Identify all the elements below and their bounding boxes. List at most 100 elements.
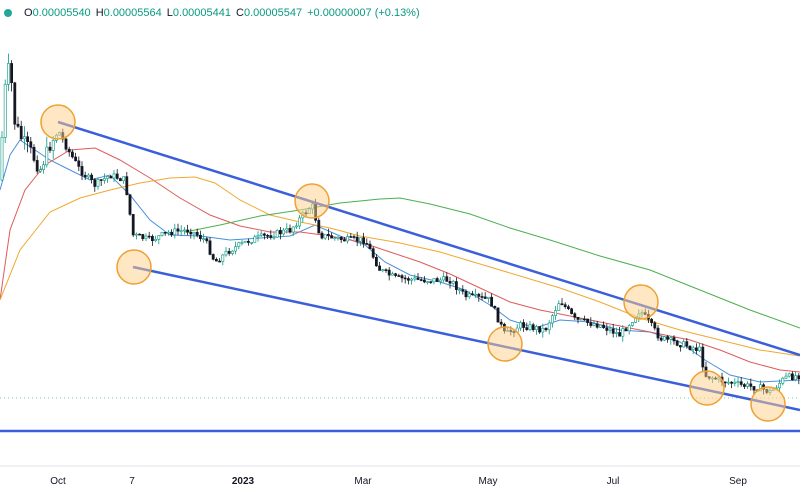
candle (653, 321, 657, 331)
candle (778, 379, 782, 391)
candle (179, 225, 183, 237)
x-tick-label: Sep (729, 476, 747, 487)
candle (694, 343, 698, 355)
candle (470, 290, 474, 296)
market-status-dot (4, 9, 12, 17)
candle (19, 120, 23, 141)
candle (339, 236, 343, 244)
candle (563, 302, 567, 309)
candle (67, 146, 71, 157)
candle (659, 336, 663, 342)
candle (298, 214, 302, 230)
candle (621, 325, 625, 342)
touch-highlight-circle (487, 326, 523, 362)
candle (35, 155, 39, 174)
touch-highlight-circle (623, 284, 659, 320)
candle (784, 372, 788, 379)
lower-trendline[interactable] (132, 265, 800, 412)
candle (410, 277, 414, 285)
candle (106, 175, 110, 183)
candle (278, 227, 282, 240)
candle (272, 232, 276, 240)
candle (266, 234, 270, 240)
candle (429, 281, 433, 285)
candle (125, 171, 129, 196)
x-tick-label: Oct (50, 476, 66, 487)
candle (154, 235, 158, 243)
candle (10, 60, 14, 92)
candle (231, 250, 234, 256)
candle (109, 174, 113, 179)
candle (333, 236, 337, 241)
candle (576, 316, 580, 324)
candle (138, 233, 142, 236)
candle (592, 320, 596, 327)
candle (16, 116, 20, 129)
candle (630, 321, 634, 327)
candle (650, 318, 654, 327)
candle (438, 277, 442, 285)
candle (624, 327, 628, 332)
candle (3, 79, 7, 144)
candle (259, 230, 263, 237)
candle (381, 269, 385, 273)
candle (352, 234, 356, 240)
candle (570, 307, 574, 315)
candle (541, 323, 545, 338)
candle (611, 323, 615, 338)
candle (730, 381, 734, 389)
candle (202, 233, 206, 243)
touch-highlights (40, 104, 786, 422)
candle (669, 336, 673, 345)
touch-highlight-circle (750, 386, 786, 422)
candle (387, 267, 391, 281)
candle (7, 53, 10, 92)
candle (579, 318, 583, 321)
candle (87, 173, 90, 179)
candle (80, 161, 84, 181)
candle (99, 179, 103, 187)
x-tick-label: 7 (129, 476, 135, 487)
candle (442, 272, 446, 283)
candle (618, 326, 622, 337)
upper-trendline[interactable] (57, 120, 800, 357)
candle (234, 241, 238, 255)
trendlines[interactable] (0, 120, 800, 433)
candle (211, 253, 215, 261)
touch-highlight-circle (116, 249, 152, 285)
candle (416, 273, 420, 281)
candle (486, 296, 490, 303)
candle (131, 213, 135, 237)
candle (614, 327, 618, 338)
candle (326, 228, 330, 241)
candle (291, 226, 295, 237)
candle (675, 339, 679, 347)
candle (432, 278, 436, 285)
candle (538, 326, 542, 334)
candle (589, 317, 593, 328)
candle (135, 232, 138, 240)
touch-highlight-circle (40, 104, 76, 140)
candle (726, 377, 730, 385)
candle (269, 230, 273, 240)
candle (74, 152, 78, 162)
candle (586, 318, 590, 326)
candle (550, 313, 554, 328)
candle (358, 237, 362, 246)
candle (77, 156, 81, 172)
candle (560, 298, 564, 306)
candle (608, 325, 612, 334)
candle (413, 274, 417, 282)
candle (435, 276, 439, 282)
candle (90, 172, 94, 184)
candle (336, 235, 340, 241)
candle (342, 236, 346, 242)
change-value: +0.00000007 (+0.13%) (307, 7, 420, 19)
candle (749, 378, 753, 391)
touch-highlight-circle (689, 370, 725, 406)
candle (32, 144, 36, 163)
ma-red-line (0, 147, 800, 373)
candle (253, 234, 257, 243)
candle (0, 131, 4, 182)
